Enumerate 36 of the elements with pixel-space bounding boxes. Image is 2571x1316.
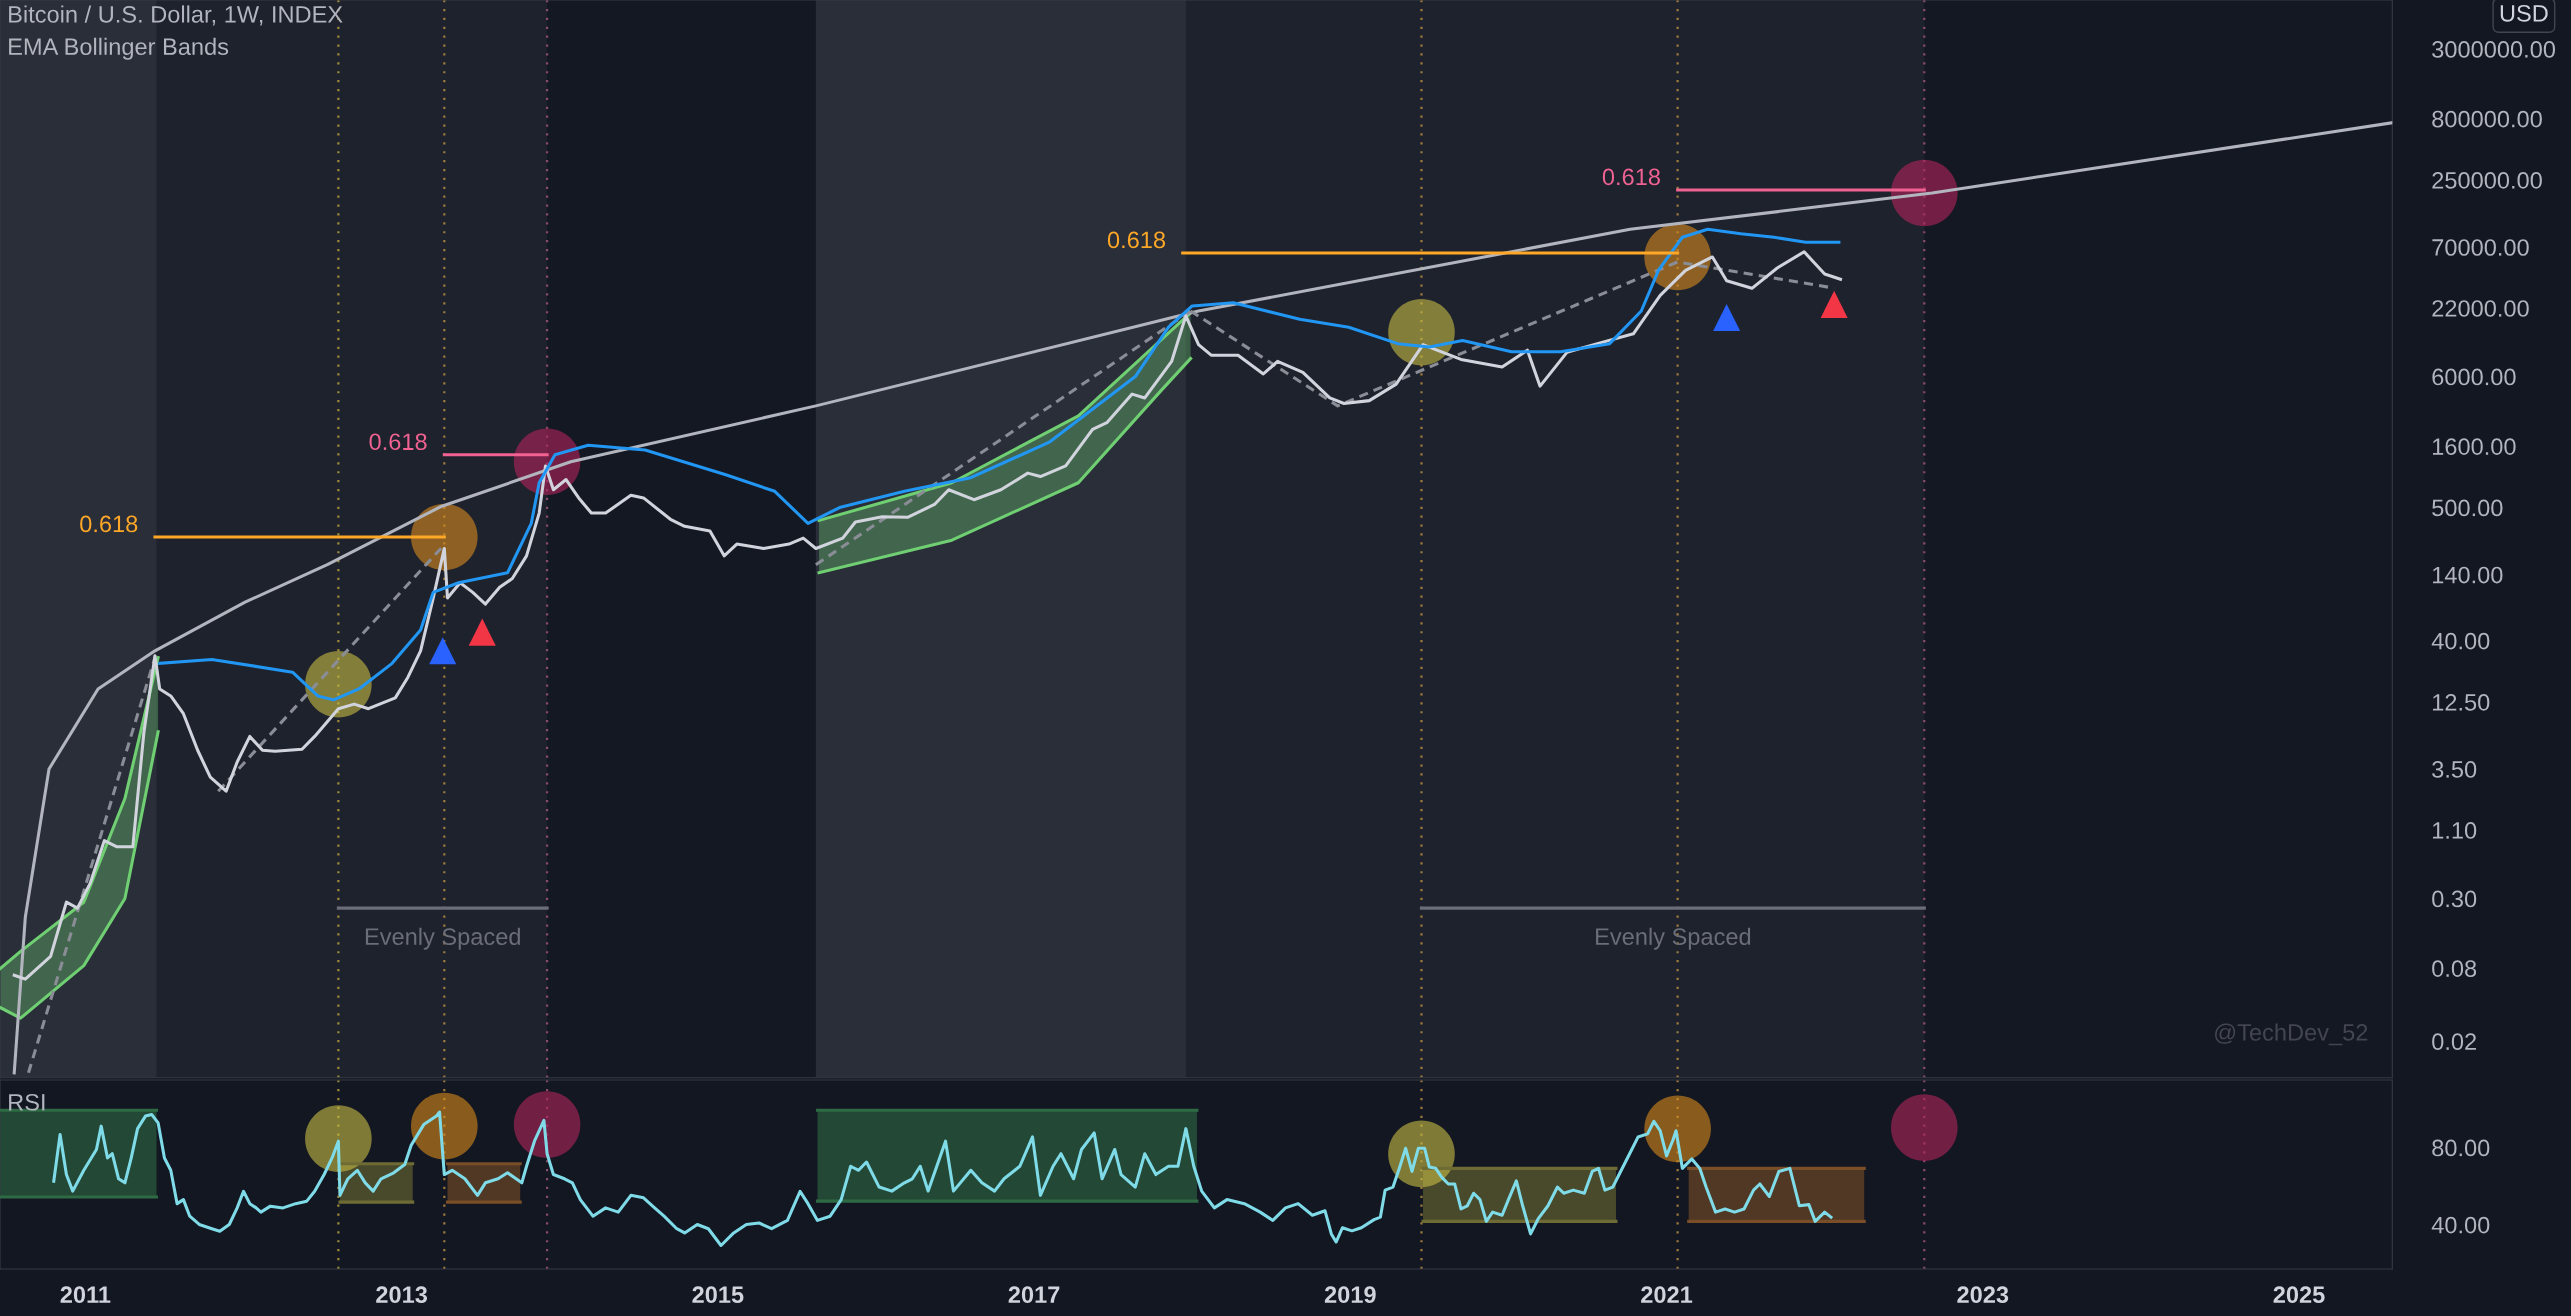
x-tick-label: 2013 [376,1286,428,1304]
y-tick-label: 80.00 [2432,1139,2490,1157]
annotation: 0.618 [369,433,427,451]
y-tick-label: 250000.00 [2432,172,2542,189]
y-tick-label: 1600.00 [2433,438,2516,455]
x-tick-label: 2019 [1324,1286,1376,1304]
x-tick-label: 2021 [1641,1286,1693,1304]
annotation: 0.618 [1107,231,1166,249]
y-tick-label: 6000.00 [2432,368,2516,386]
y-tick-label: 0.08 [2432,960,2477,977]
y-tick-label: 70000.00 [2432,239,2529,256]
y-tick-label: 3000000.00 [2432,41,2556,58]
y-axis-title: USD [2500,4,2548,22]
annotation: 0.618 [1602,168,1660,186]
y-tick-label: 1.10 [2433,822,2477,839]
chart-title: RSI [9,1093,45,1111]
y-tick-label: 0.02 [2432,1033,2476,1051]
x-tick-label: 2011 [60,1286,111,1304]
y-tick-label: 500.00 [2432,499,2503,517]
y-tick-label: 0.30 [2432,890,2477,908]
y-tick-label: 140.00 [2433,566,2503,584]
x-tick-label: 2025 [2273,1286,2325,1304]
annotation: Evenly Spaced [365,927,520,950]
annotation: 0.618 [80,515,138,533]
y-tick-label: 800000.00 [2432,110,2542,128]
x-tick-label: 2023 [1957,1286,2009,1304]
y-tick-label: 12.50 [2433,694,2490,711]
y-tick-label: 3.50 [2432,761,2477,778]
text: EMA Bollinger Bands [9,37,229,60]
chart-title: Bitcoin / U.S. Dollar, 1W, INDEX [9,5,343,26]
y-tick-label: 40.00 [2431,1216,2490,1234]
x-tick-label: 2017 [1008,1286,1060,1304]
annotation: Evenly Spaced [1596,927,1751,950]
x-tick-label: 2015 [692,1286,744,1304]
y-tick-label: 22000.00 [2432,300,2529,317]
y-tick-label: 40.00 [2431,632,2490,650]
